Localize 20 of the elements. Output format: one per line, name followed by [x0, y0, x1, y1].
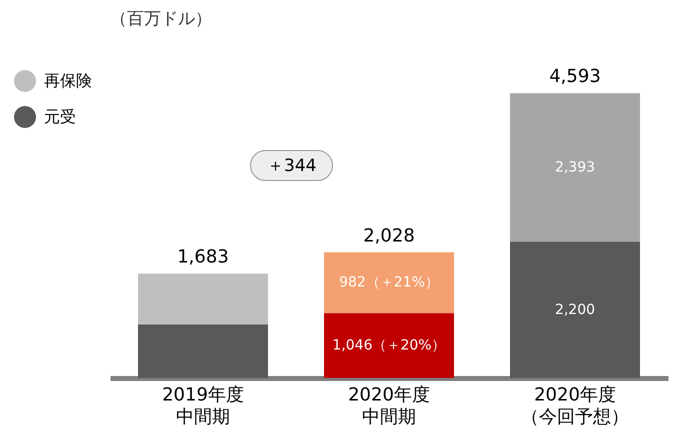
bar — [510, 93, 640, 242]
x-tick-label: 2020年度（今回予想） — [521, 384, 629, 428]
bar — [324, 252, 454, 314]
bar — [138, 324, 268, 378]
bar — [324, 313, 454, 378]
x-tick-label: 2019年度中間期 — [162, 384, 244, 428]
total-label: 2,028 — [363, 225, 415, 246]
total-label: 1,683 — [177, 246, 229, 268]
data-label: 2,200 — [554, 302, 596, 318]
data-label: 982（＋21%） — [339, 274, 439, 291]
total-label: 4,593 — [549, 66, 601, 88]
data-label: 2,393 — [554, 159, 596, 176]
legend-label: 再保険 — [44, 70, 92, 92]
x-tick-label: 2020年度中間期 — [348, 384, 430, 428]
annotation: ＋344 — [250, 150, 334, 181]
data-label: 1,046（＋20%） — [332, 338, 446, 354]
legend-label: 元受 — [44, 106, 76, 128]
bar — [138, 274, 268, 324]
y-axis-title: （百万ドル） — [110, 9, 212, 29]
bar — [510, 242, 640, 378]
